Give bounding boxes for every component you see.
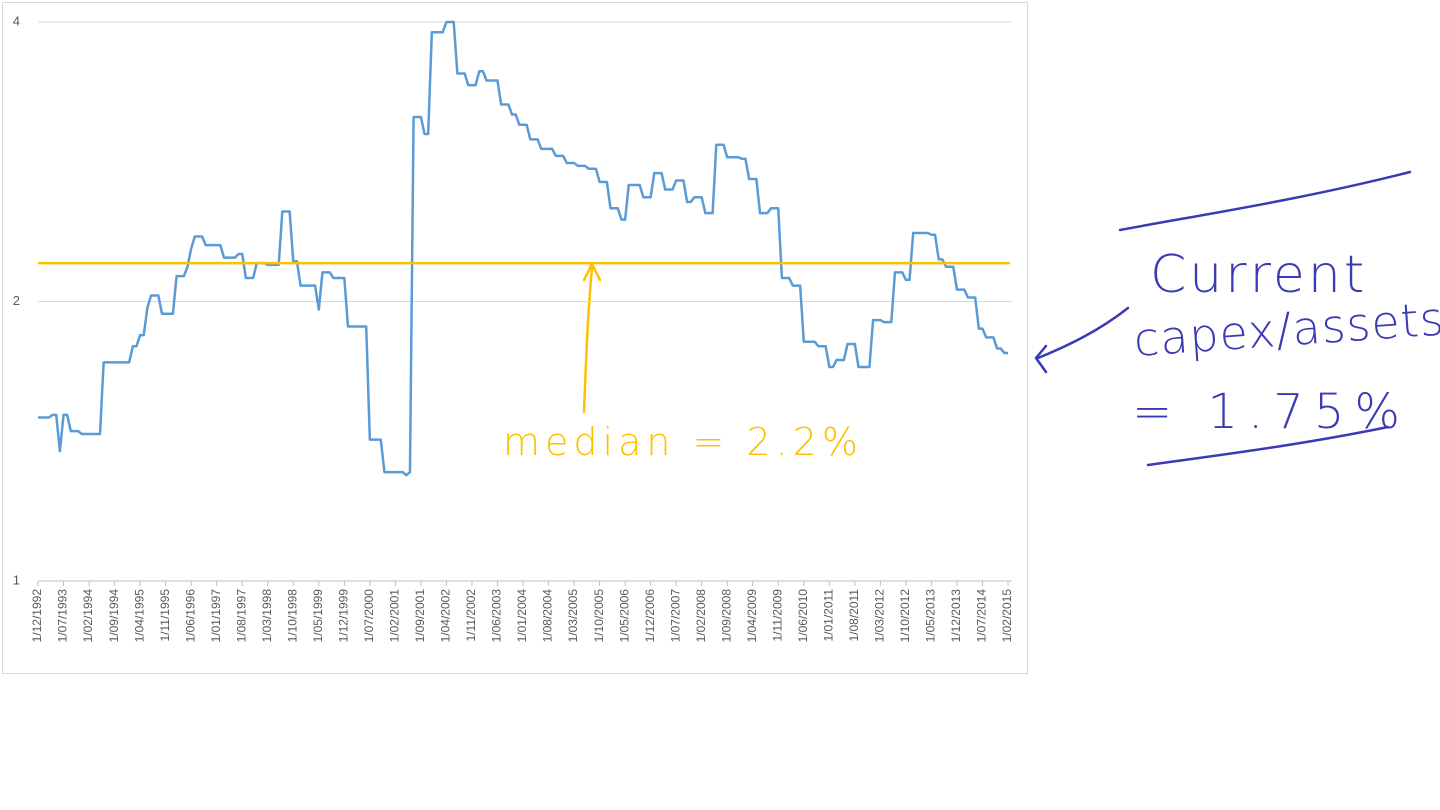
x-tick-label: 1/08/2011 [847,589,861,642]
y-tick-label: 1 [13,572,20,587]
x-tick-label: 1/01/2011 [821,589,835,642]
x-tick-label: 1/09/1994 [107,589,121,643]
x-tick-label: 1/10/2012 [898,589,912,643]
x-tick-label: 1/07/1993 [56,589,70,643]
x-tick-label: 1/12/2013 [949,589,963,643]
x-tick-label: 1/02/2008 [694,589,708,643]
x-tick-label: 1/12/1992 [30,589,44,643]
x-tick-label: 1/06/2010 [796,589,810,643]
x-tick-label: 1/06/2003 [490,589,504,643]
data-line [38,20,1008,477]
hand-strokes [1034,170,1412,467]
y-tick-label: 4 [13,13,20,28]
underline-top [1118,170,1412,232]
x-tick-label: 1/11/1995 [158,589,172,642]
x-tick-label: 1/05/1999 [311,589,325,643]
x-tick-label: 1/02/2015 [1000,589,1014,643]
annotation: Current [1150,245,1367,305]
x-tick-label: 1/08/1997 [234,589,248,643]
x-tick-label: 1/03/2005 [566,589,580,643]
x-tick-label: 1/09/2001 [413,589,427,643]
x-tick-label: 1/06/1996 [183,589,197,643]
arrow-head [1034,344,1048,374]
x-tick-label: 1/02/1994 [81,589,95,643]
arrow-shaft [1036,306,1130,360]
underline-bottom [1146,425,1390,467]
x-tick-label: 1/04/2002 [439,589,453,643]
x-tick-label: 1/03/2012 [873,589,887,643]
x-tick-label: 1/05/2006 [617,589,631,643]
x-tick-label: 1/07/2014 [975,589,989,643]
x-tick-label: 1/03/1998 [260,589,274,643]
chart-frame [2,2,1028,674]
x-tick-label: 1/04/2009 [745,589,759,643]
x-tick-label: 1/04/1995 [132,589,146,643]
x-tick-label: 1/12/2006 [643,589,657,643]
x-tick-label: 1/12/1999 [336,589,350,643]
y-tick-label: 2 [13,293,20,308]
x-tick-label: 1/08/2004 [541,589,555,643]
x-tick-label: 1/07/2000 [362,589,376,643]
x-tick-label: 1/01/2004 [515,589,529,643]
x-tick-label: 1/01/1997 [209,589,223,643]
x-tick-label: 1/10/1998 [285,589,299,643]
x-tick-label: 1/09/2008 [719,589,733,643]
annotation: = 1.75% [1132,384,1410,440]
x-tick-label: 1/02/2001 [388,589,402,643]
x-tick-label: 1/11/2002 [464,589,478,642]
x-tick-label: 1/05/2013 [924,589,938,643]
x-tick-label: 1/10/2005 [592,589,606,643]
annotation: median = 2.2% [503,420,863,464]
x-tick-label: 1/07/2007 [668,589,682,643]
x-tick-label: 1/11/2009 [770,589,784,642]
